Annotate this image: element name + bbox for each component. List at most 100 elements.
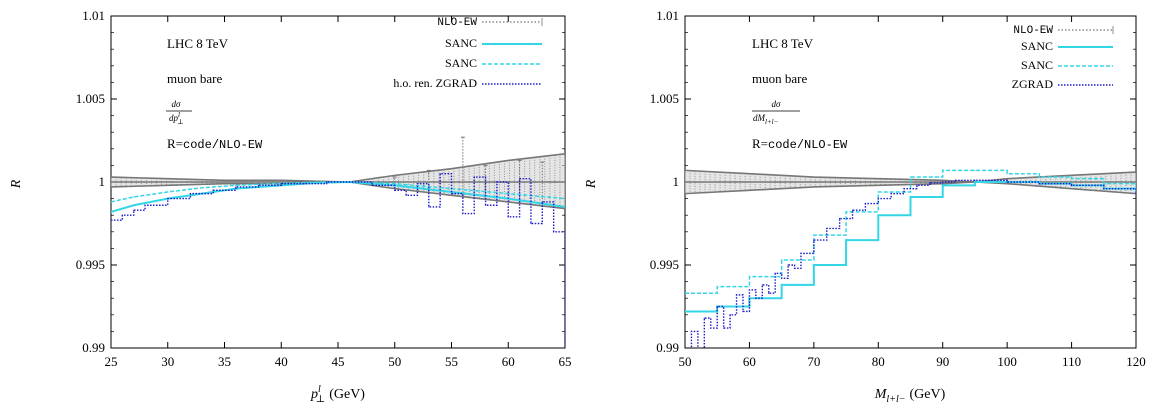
series-h-o-ren-zgrad-dotted-point bbox=[235, 186, 237, 188]
y-tick-label: 1.005 bbox=[650, 91, 679, 106]
fraction-numerator: dσ bbox=[772, 99, 782, 109]
annotation-fraction: dσ dMl+l− bbox=[752, 99, 800, 126]
series-clip bbox=[111, 136, 565, 348]
series-sanc-solid-point bbox=[111, 211, 112, 213]
series-h-o-ren-zgrad-dotted-point bbox=[416, 183, 419, 185]
series-zgrad-dotted-point bbox=[1135, 193, 1136, 195]
x-tick-label: 45 bbox=[332, 354, 345, 369]
x-tick-label: 40 bbox=[275, 354, 288, 369]
series-sanc-dashed-point bbox=[111, 201, 112, 203]
series-nlo-ew-lower bbox=[685, 181, 1136, 195]
series-h-o-ren-zgrad-dotted-point bbox=[348, 181, 350, 183]
x-axis-label-main: p bbox=[310, 387, 318, 402]
y-ticks: 0.99 0.995 1 1.005 1.01 bbox=[650, 8, 1136, 355]
fraction-numerator: dσ bbox=[172, 99, 182, 109]
series-h-o-ren-zgrad-dotted-point bbox=[303, 183, 305, 185]
y-ticks: 0.99 0.995 1 1.005 1.01 bbox=[76, 8, 565, 355]
series-clip bbox=[684, 169, 1136, 350]
series-h-o-ren-zgrad-dotted-point bbox=[121, 214, 123, 216]
series-zgrad-dotted-point bbox=[916, 184, 918, 186]
annotation-ratio: R=code/NLO-EW bbox=[167, 136, 263, 152]
x-axis-label-unit: (GeV) bbox=[329, 387, 365, 402]
series-h-o-ren-zgrad-dotted-point bbox=[133, 209, 135, 211]
y-tick-label: 1.01 bbox=[656, 8, 679, 23]
legend-label-nlo-ew: NLO-EW bbox=[437, 17, 477, 29]
x-tick-label: 80 bbox=[872, 354, 885, 369]
annotation-fraction: dσ dpl ⊥ bbox=[166, 99, 192, 126]
series-h-o-ren-zgrad-dotted-point bbox=[519, 178, 521, 180]
series-sanc-dashed-point bbox=[748, 276, 751, 278]
ratio-code: code/NLO-EW bbox=[768, 138, 848, 152]
ratio-prefix: R= bbox=[752, 136, 768, 151]
series-zgrad-dotted-point bbox=[755, 297, 757, 299]
series-h-o-ren-zgrad-dotted-point bbox=[484, 204, 487, 206]
x-axis-label-sup: l bbox=[318, 384, 321, 395]
x-tick-label: 60 bbox=[502, 354, 515, 369]
x-axis-label: Ml+l− (GeV) bbox=[874, 387, 946, 405]
series-h-o-ren-zgrad-dotted-point bbox=[507, 216, 509, 218]
x-tick-label: 90 bbox=[936, 354, 949, 369]
series-h-o-ren-zgrad-dotted-point bbox=[371, 184, 373, 186]
y-tick-label: 0.995 bbox=[76, 257, 105, 272]
fraction-den-sub: ⊥ bbox=[177, 118, 184, 126]
series-h-o-ren-zgrad-dotted-point bbox=[428, 206, 430, 208]
legend-label-sanc-solid: SANC bbox=[1021, 39, 1053, 53]
series-zgrad-dotted-point bbox=[974, 179, 976, 181]
legend: NLO-EW SANC SANC ZGRAD bbox=[1012, 25, 1114, 91]
series-zgrad-dotted-point bbox=[877, 198, 879, 200]
series-sanc-solid-point bbox=[909, 196, 912, 198]
fraction-denominator: dpl ⊥ bbox=[169, 111, 184, 126]
series-sanc-solid-point bbox=[781, 284, 783, 286]
series-zgrad-dotted-point bbox=[793, 267, 796, 269]
series-sanc-solid-point bbox=[133, 204, 135, 206]
series-h-o-ren-zgrad-dotted-point bbox=[111, 219, 112, 221]
series-sanc-dashed-point bbox=[167, 191, 169, 193]
series-sanc-solid-point bbox=[685, 310, 686, 313]
series-h-o-ren-zgrad-dotted-point bbox=[167, 198, 169, 200]
y-tick-label: 1.005 bbox=[76, 91, 105, 106]
series-zgrad-dotted-point bbox=[690, 330, 693, 332]
series-sanc-dashed-point bbox=[507, 193, 509, 195]
series-sanc-dashed-point bbox=[716, 285, 718, 288]
y-axis-label: R bbox=[9, 179, 24, 189]
series-sanc-solid-point bbox=[845, 239, 847, 241]
series-zgrad-dotted-point bbox=[781, 277, 783, 279]
x-tick-label: 30 bbox=[161, 354, 174, 369]
series-sanc-dashed-point bbox=[685, 292, 686, 294]
series-zgrad-dotted-point bbox=[742, 310, 744, 313]
series-zgrad-dotted-point bbox=[839, 217, 841, 220]
x-tick-label: 110 bbox=[1062, 354, 1081, 369]
series-sanc-dashed-point bbox=[813, 234, 815, 236]
series-h-o-ren-zgrad-dotted-point bbox=[189, 193, 192, 195]
series-h-o-ren-zgrad-dotted-point bbox=[212, 189, 214, 191]
series-h-o-ren-zgrad-dotted-point bbox=[144, 204, 146, 206]
x-tick-label: 55 bbox=[445, 354, 458, 369]
x-axis-label-unit: (GeV) bbox=[909, 387, 945, 402]
x-tick-label: 120 bbox=[1126, 354, 1146, 369]
x-tick-label: 65 bbox=[559, 354, 572, 369]
series-sanc-dashed-point bbox=[201, 187, 203, 189]
fraction-den-main: dp bbox=[169, 113, 179, 123]
x-tick-label: 50 bbox=[679, 354, 692, 369]
y-tick-label: 1 bbox=[99, 174, 106, 189]
legend-label-nlo-ew: NLO-EW bbox=[1013, 25, 1053, 37]
legend-label-sanc-solid: SANC bbox=[445, 36, 477, 50]
series-h-o-ren-zgrad-dotted-point bbox=[439, 173, 441, 175]
y-tick-label: 1 bbox=[673, 174, 680, 189]
series-sanc-dashed-point bbox=[974, 169, 976, 171]
x-ticks: 25 30 35 40 45 50 55 60 65 bbox=[105, 16, 572, 369]
series-sanc-solid-point bbox=[564, 206, 565, 208]
series-sanc-solid-point bbox=[877, 214, 879, 216]
series-zgrad-dotted-point bbox=[955, 179, 957, 181]
x-tick-label: 25 bbox=[105, 354, 118, 369]
series-h-o-ren-zgrad-dotted-point bbox=[394, 189, 396, 191]
x-ticks: 50 60 70 80 90 100 110 120 bbox=[679, 16, 1146, 369]
series-h-o-ren-zgrad-dotted-line bbox=[111, 173, 565, 348]
annotation-energy: LHC 8 TeV bbox=[752, 36, 814, 51]
series-zgrad-dotted-point bbox=[684, 349, 685, 350]
series-sanc-solid-point bbox=[942, 184, 944, 186]
series-zgrad-dotted-point bbox=[735, 294, 738, 296]
series-h-o-ren-zgrad-dotted-point bbox=[530, 222, 532, 225]
fraction-denominator: dMl+l− bbox=[753, 113, 779, 126]
